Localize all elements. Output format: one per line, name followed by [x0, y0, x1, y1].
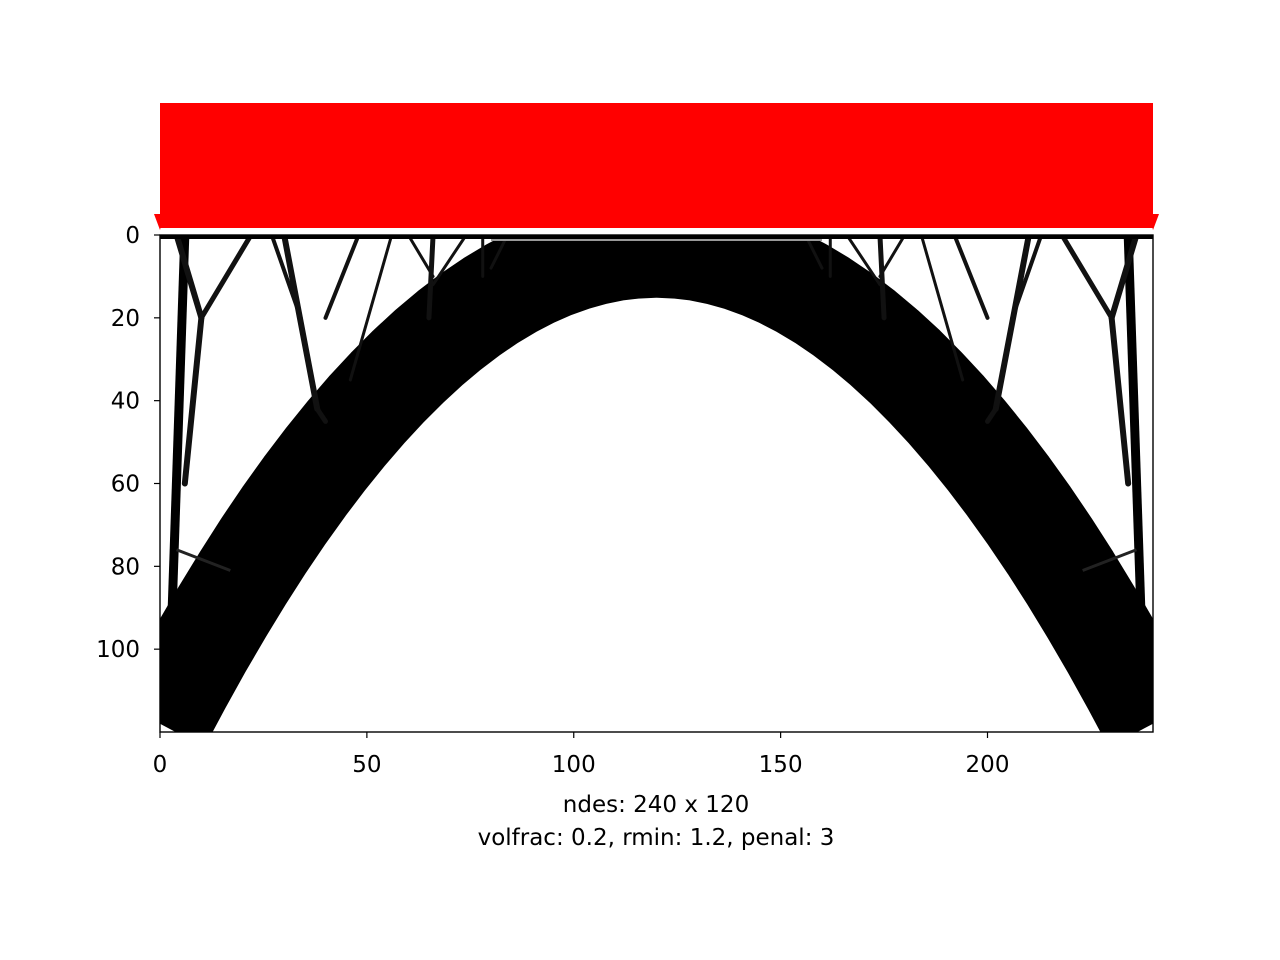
load-arrow-left: [154, 214, 164, 230]
branch-member-left-7: [323, 235, 361, 320]
brace-1: [176, 548, 231, 572]
x-axis-label: ndes: 240 x 120: [563, 792, 749, 818]
branch-member-right-11: [845, 235, 882, 287]
branch-member-right-7: [952, 235, 990, 320]
density-field: [160, 235, 1153, 732]
branch-member-left-3: [198, 235, 254, 321]
branch-member-right-1: [1108, 235, 1140, 321]
brace-2: [1082, 548, 1137, 572]
branch-member-left-9: [426, 235, 436, 321]
branch-member-right-6: [1010, 235, 1044, 320]
branch-member-left-4: [281, 235, 321, 412]
y-tick-label-100: 100: [96, 637, 140, 663]
branch-member-right-9: [877, 235, 887, 321]
y-tick-label-80: 80: [111, 554, 140, 580]
branch-member-left-1: [173, 235, 205, 321]
branch-member-right-8: [919, 235, 965, 382]
outer-leg-2: [1123, 235, 1150, 724]
load-arrow-right: [1149, 214, 1159, 230]
branch-member-right-3: [1059, 235, 1115, 321]
y-axis: 0 20 40 60 80 100: [96, 223, 160, 663]
load-band: [160, 103, 1153, 228]
x-tick-label-50: 50: [352, 752, 381, 778]
branch-member-left-5: [314, 406, 328, 424]
main-arch: [160, 235, 1153, 732]
y-tick-label-60: 60: [111, 472, 140, 498]
branch-member-left-8: [348, 235, 394, 382]
distributed-load: [154, 103, 1159, 230]
x-tick-label-0: 0: [153, 752, 168, 778]
y-tick-label-20: 20: [111, 306, 140, 332]
branch-member-left-6: [269, 235, 303, 320]
x-axis: 0 50 100 150 200: [153, 732, 1010, 778]
x-tick-label-200: 200: [966, 752, 1010, 778]
branch-member-right-2: [1108, 314, 1132, 487]
y-tick-label-40: 40: [111, 389, 140, 415]
branch-member-right-5: [985, 406, 999, 424]
branch-member-left-10: [406, 235, 435, 278]
x-tick-label-100: 100: [552, 752, 596, 778]
branch-member-right-10: [878, 235, 907, 278]
x-tick-label-150: 150: [759, 752, 803, 778]
y-tick-label-0: 0: [125, 223, 140, 249]
outer-leg-1: [163, 235, 190, 724]
branch-member-right-4: [992, 235, 1032, 412]
parameter-caption: volfrac: 0.2, rmin: 1.2, penal: 3: [478, 825, 835, 851]
branch-member-left-2: [181, 314, 205, 487]
branch-member-left-11: [431, 235, 468, 287]
